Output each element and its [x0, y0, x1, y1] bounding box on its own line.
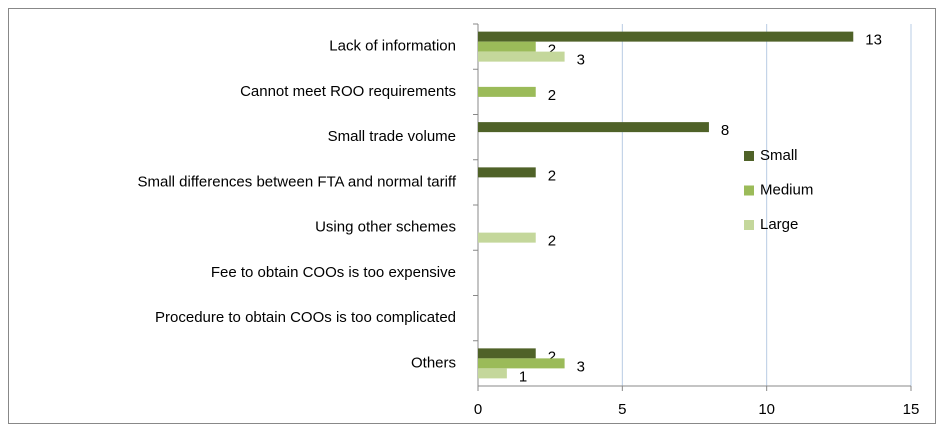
legend-swatch [744, 151, 754, 161]
chart-border [8, 8, 936, 424]
value-label: 2 [548, 167, 556, 184]
legend-label: Large [760, 216, 798, 233]
bar [478, 31, 854, 42]
bar [478, 86, 536, 97]
y-tick-label: Small differences between FTA and normal… [138, 173, 457, 190]
y-tick-label: Cannot meet ROO requirements [240, 83, 456, 100]
value-label: 2 [548, 42, 556, 59]
y-tick-label: Fee to obtain COOs is too expensive [211, 264, 456, 281]
y-tick-label: Lack of information [329, 38, 456, 55]
x-tick-label: 0 [474, 401, 482, 418]
bar [478, 368, 507, 379]
value-label: 2 [548, 348, 556, 365]
value-label: 2 [548, 87, 556, 104]
y-tick-label: Procedure to obtain COOs is too complica… [155, 309, 456, 326]
value-label: 1 [519, 368, 527, 385]
legend-label: Small [760, 147, 798, 164]
y-tick-label: Using other schemes [315, 219, 456, 236]
legend-swatch [744, 185, 754, 196]
x-tick-label: 10 [758, 401, 775, 418]
value-label: 3 [577, 52, 585, 69]
legend-label: Medium [760, 181, 813, 198]
value-label: 2 [548, 233, 556, 250]
x-tick-label: 5 [618, 401, 626, 418]
bar [478, 122, 709, 133]
value-label: 3 [577, 358, 585, 375]
bar [478, 358, 565, 369]
value-label: 13 [865, 32, 882, 49]
bar [478, 51, 565, 62]
value-label: 8 [721, 122, 729, 139]
y-tick-label: Others [411, 354, 456, 371]
legend-swatch [744, 220, 754, 230]
bar [478, 232, 536, 243]
x-tick-label: 15 [903, 401, 920, 418]
y-tick-label: Small trade volume [328, 128, 456, 145]
bar [478, 167, 536, 178]
bar [478, 348, 536, 359]
bar [478, 41, 536, 52]
